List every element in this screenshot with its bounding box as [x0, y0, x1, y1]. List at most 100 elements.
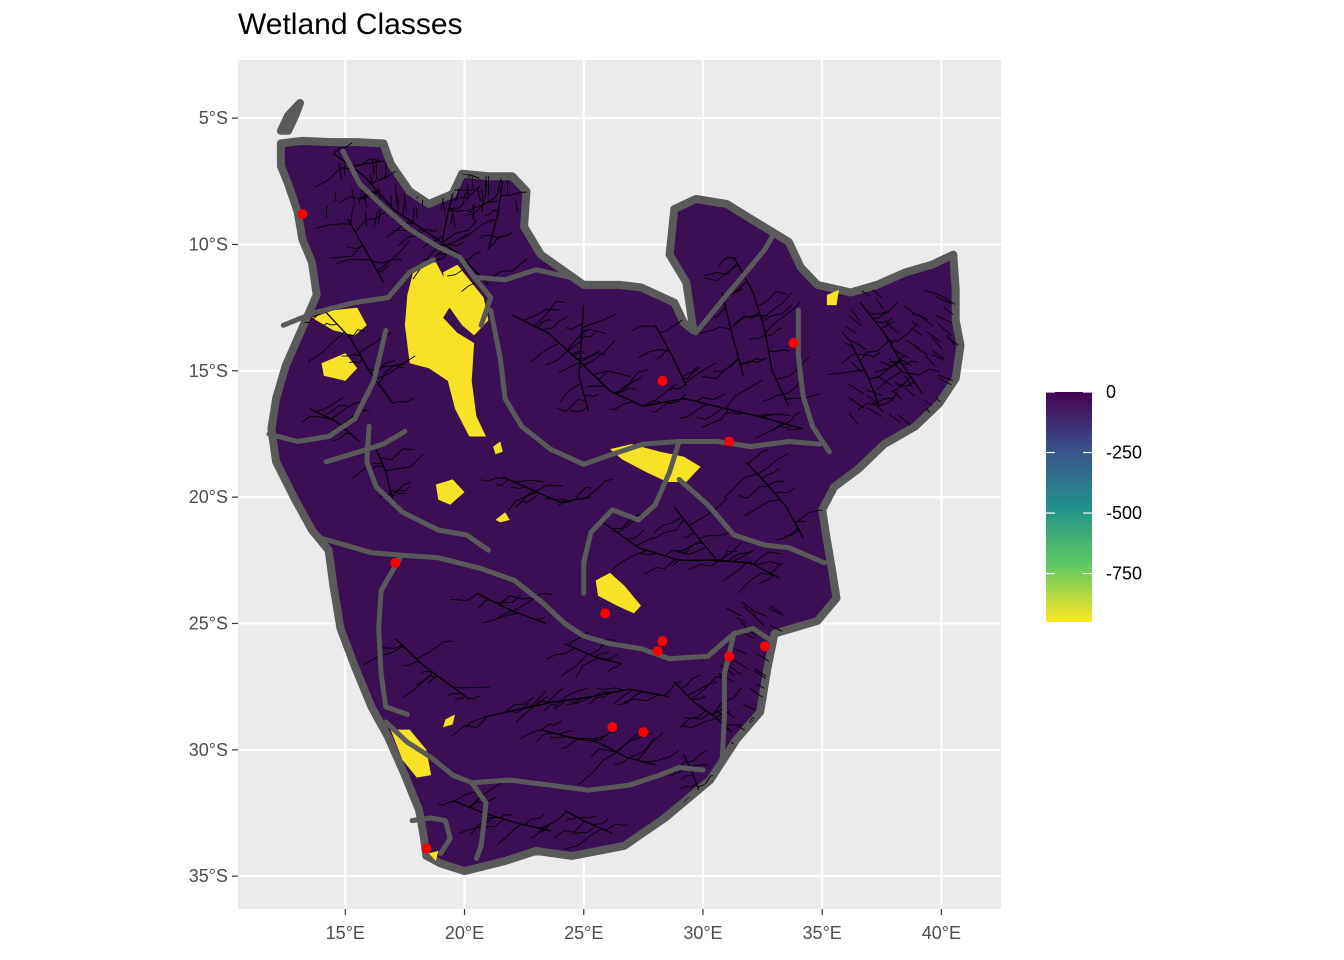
river-line	[761, 304, 793, 323]
river-line	[681, 366, 698, 378]
river-line	[421, 670, 434, 675]
river-line	[566, 696, 592, 706]
river-line	[785, 411, 801, 425]
river-line	[351, 160, 385, 168]
river-line	[728, 665, 742, 675]
river-line	[712, 687, 742, 716]
wetland-area	[610, 444, 701, 482]
river-line	[535, 484, 563, 492]
river-line	[848, 412, 859, 425]
y-tick-label: 15°S	[189, 361, 228, 381]
river-line	[375, 355, 416, 380]
legend-colorbar	[1046, 392, 1092, 622]
river-line	[560, 687, 589, 702]
river-line	[499, 814, 513, 819]
basin-boundary	[280, 257, 436, 328]
river-line	[678, 546, 707, 555]
river-line	[681, 718, 717, 728]
river-line	[744, 499, 781, 517]
river-line	[687, 681, 718, 696]
river-line	[534, 822, 552, 829]
site-point	[421, 843, 432, 854]
river-line	[911, 328, 922, 336]
river-line	[510, 486, 526, 490]
river-line	[530, 828, 544, 839]
river-line	[631, 325, 657, 332]
river-line	[763, 393, 784, 402]
river-line	[747, 449, 769, 464]
river-line	[696, 393, 725, 402]
river-line	[784, 530, 800, 537]
river-line	[654, 324, 687, 387]
river-line	[722, 550, 754, 562]
river-line	[845, 325, 857, 334]
river-line	[499, 595, 536, 605]
river-line	[726, 607, 742, 617]
river-line	[416, 640, 454, 660]
river-line	[868, 354, 906, 380]
river-line	[894, 381, 904, 388]
river-line	[573, 825, 597, 835]
river-line	[529, 342, 560, 364]
river-line	[898, 357, 913, 367]
site-points	[297, 209, 799, 854]
river-line	[321, 322, 338, 328]
river-line	[637, 732, 664, 761]
river-line	[696, 407, 723, 420]
river-line	[753, 615, 765, 627]
river-line	[743, 606, 756, 617]
river-line	[935, 295, 952, 305]
river-line	[395, 184, 398, 204]
basin-boundary	[471, 267, 572, 283]
river-line	[888, 358, 903, 372]
river-line	[564, 828, 602, 850]
river-line	[454, 695, 466, 700]
river-line	[541, 811, 568, 833]
river-line	[347, 329, 365, 336]
river-line	[556, 730, 573, 735]
river-line	[541, 720, 562, 731]
river-line	[480, 477, 507, 482]
river-line	[897, 414, 911, 426]
river-line	[373, 211, 378, 228]
river-line	[471, 175, 474, 188]
river-line	[649, 400, 663, 404]
river-line	[873, 310, 890, 320]
river-line	[593, 370, 631, 378]
river-line	[679, 712, 710, 730]
river-line	[333, 142, 353, 154]
basin-boundary	[693, 234, 775, 336]
river-line	[757, 290, 787, 307]
river-line	[375, 160, 378, 179]
river-line	[497, 823, 523, 846]
river-line	[465, 252, 482, 262]
river-line	[615, 387, 637, 395]
river-line	[613, 757, 630, 766]
river-line	[879, 394, 897, 407]
basin-boundary	[340, 148, 494, 328]
river-line	[332, 432, 350, 442]
river-line	[468, 781, 504, 808]
river-line	[370, 170, 397, 185]
river-line	[412, 242, 444, 280]
y-tick-label: 25°S	[189, 613, 228, 633]
river-line	[874, 361, 902, 374]
river-line	[338, 162, 343, 181]
river-line	[759, 413, 772, 418]
site-point	[607, 722, 618, 733]
river-line	[722, 562, 747, 582]
river-line	[371, 465, 384, 470]
river-line	[626, 529, 645, 540]
river-line	[682, 367, 700, 380]
river-line	[379, 448, 415, 461]
legend-label: -500	[1106, 503, 1142, 523]
river-line	[902, 360, 919, 366]
river-line	[483, 688, 670, 718]
site-point	[724, 436, 735, 447]
river-line	[495, 594, 522, 604]
river-line	[847, 383, 865, 395]
river-line	[325, 205, 328, 218]
river-line	[751, 609, 768, 617]
river-line	[749, 334, 766, 341]
river-line	[377, 240, 410, 272]
